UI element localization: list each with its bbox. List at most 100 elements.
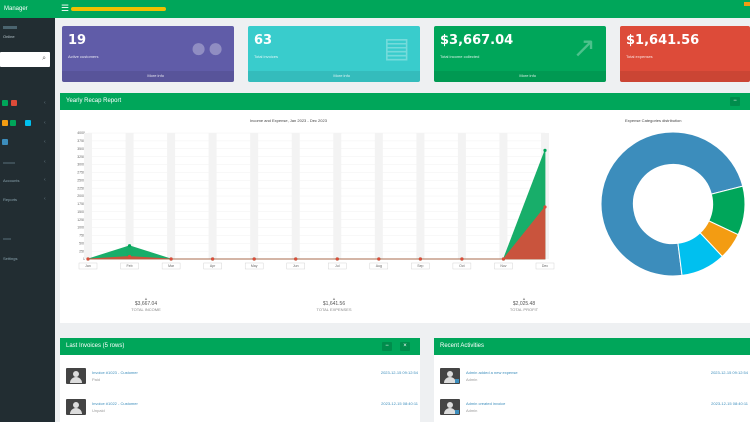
caret-up-icon: ▲ bbox=[144, 296, 148, 301]
card-value: $1,641.56 bbox=[626, 33, 700, 48]
x-tick-label: Nov bbox=[500, 264, 506, 268]
sidebar-item-accounts[interactable]: Accounts bbox=[3, 178, 20, 183]
data-point bbox=[543, 148, 547, 152]
x-tick-box bbox=[161, 262, 181, 270]
chevron-left-icon[interactable]: ‹ bbox=[44, 100, 46, 106]
x-tick-label: Jun bbox=[293, 264, 299, 268]
y-tick-label: 3000 bbox=[77, 163, 85, 167]
y-tick-label: 4000 bbox=[77, 131, 85, 135]
data-point bbox=[127, 244, 132, 248]
sidebar-item-reports[interactable]: Reports bbox=[3, 197, 18, 202]
x-tick-box bbox=[535, 262, 555, 270]
x-tick-label: Dec bbox=[542, 264, 548, 268]
caret-up-icon: ▲ bbox=[522, 296, 526, 301]
list-item-title[interactable]: Invoice #1022 - Customer bbox=[92, 401, 138, 406]
menu-icon[interactable]: ☰ bbox=[61, 3, 70, 13]
data-point bbox=[501, 257, 506, 261]
data-point bbox=[418, 257, 422, 261]
avatar bbox=[66, 399, 86, 415]
card-footer[interactable] bbox=[248, 71, 420, 82]
menu-badge-blue bbox=[2, 139, 8, 145]
sidebar: Manager Online ⌕ ‹ ‹ ‹ ‹ Accounts ‹ Repo… bbox=[0, 0, 55, 422]
chevron-left-icon[interactable]: ‹ bbox=[44, 139, 46, 145]
panel-title: Yearly Recap Report bbox=[60, 93, 750, 110]
sidebar-search-input[interactable]: ⌕ bbox=[0, 52, 50, 67]
collapse-button[interactable]: − bbox=[730, 97, 740, 106]
card-label: Active customers bbox=[68, 54, 99, 59]
x-tick-box bbox=[286, 262, 305, 270]
card-more-link[interactable]: More info bbox=[333, 73, 350, 78]
card-customers: 19 Active customers ●● More info bbox=[62, 26, 234, 82]
data-point bbox=[252, 257, 256, 261]
list-item-title[interactable]: Admin created invoice bbox=[466, 401, 506, 406]
data-point bbox=[377, 257, 381, 261]
y-tick-label: 3250 bbox=[77, 155, 85, 159]
list-item-subtitle: Paid bbox=[92, 377, 101, 382]
line-chart-title: Income and Expense, Jan 2023 - Dec 2023 bbox=[250, 118, 327, 123]
chevron-left-icon[interactable]: ‹ bbox=[44, 120, 46, 126]
search-icon[interactable]: ⌕ bbox=[42, 55, 46, 62]
card-expenses: $1,641.56 Total expenses bbox=[620, 26, 750, 82]
list-item[interactable]: Invoice #1023 - Customer Paid 2023-12-15… bbox=[66, 368, 418, 386]
y-tick-label: 750 bbox=[79, 234, 85, 238]
data-point bbox=[460, 257, 464, 261]
y-tick-label: 2500 bbox=[77, 178, 85, 182]
list-item-title[interactable]: Invoice #1023 - Customer bbox=[92, 370, 138, 375]
x-tick-label: May bbox=[251, 264, 258, 268]
x-tick-label: Jul bbox=[335, 264, 340, 268]
x-tick-box bbox=[244, 262, 264, 270]
user-status: Online bbox=[3, 34, 15, 39]
list-item-title[interactable]: Admin added a new expense bbox=[466, 370, 518, 375]
list-item[interactable]: Admin created invoice Admin 2023-12-15 0… bbox=[440, 399, 748, 417]
income-expense-area-chart: 0 250 500 750 1000 1250 1500 1750 2000 2250 2500 27… bbox=[77, 131, 555, 270]
list-item-subtitle: Admin bbox=[466, 408, 478, 413]
chevron-left-icon[interactable]: ‹ bbox=[44, 177, 46, 183]
card-more-link[interactable]: More info bbox=[147, 73, 164, 78]
donut-slice bbox=[600, 131, 744, 277]
list-item-date: 2023-12-15 09:12:54 bbox=[380, 370, 418, 375]
x-tick-box bbox=[411, 262, 430, 270]
x-tick-label: Apr bbox=[210, 264, 216, 268]
card-label: Total invoices bbox=[254, 54, 279, 59]
series-area-income bbox=[87, 150, 546, 260]
brand-logo[interactable]: Manager bbox=[0, 0, 55, 18]
data-point bbox=[335, 257, 339, 261]
stat-total-income: ▲ $3,667.04 TOTAL INCOME bbox=[126, 296, 166, 312]
data-point bbox=[294, 257, 298, 261]
chevron-left-icon[interactable]: ‹ bbox=[44, 159, 46, 165]
sidebar-item-placeholder[interactable] bbox=[3, 162, 15, 164]
card-invoices: 63 Total invoices ▤ More info bbox=[248, 26, 420, 82]
y-tick-label: 500 bbox=[79, 241, 85, 245]
collapse-button[interactable]: − bbox=[382, 342, 392, 351]
card-footer[interactable] bbox=[62, 71, 234, 82]
y-tick-label: 3500 bbox=[77, 147, 85, 151]
list-item[interactable]: Admin added a new expense Admin 2023-12-… bbox=[440, 368, 748, 386]
sidebar-item-settings[interactable]: Settings bbox=[3, 256, 18, 261]
card-footer[interactable] bbox=[434, 71, 606, 82]
notification-badge[interactable] bbox=[744, 2, 750, 6]
y-tick-label: 2250 bbox=[77, 186, 85, 190]
card-value: 19 bbox=[68, 33, 87, 48]
stat-total-expenses: ▲ $1,641.56 TOTAL EXPENSES bbox=[314, 296, 354, 312]
chart-line-icon: ↗ bbox=[572, 32, 596, 63]
expense-donut-chart bbox=[600, 131, 746, 277]
sidebar-item-placeholder[interactable] bbox=[3, 238, 11, 240]
card-footer[interactable] bbox=[620, 71, 750, 82]
close-button[interactable]: × bbox=[400, 342, 410, 351]
card-more-link[interactable]: More info bbox=[519, 73, 536, 78]
list-item[interactable]: Invoice #1022 - Customer Unpaid 2023-12-… bbox=[66, 399, 418, 417]
y-tick-label: 1500 bbox=[77, 210, 85, 214]
x-tick-label: Sep bbox=[417, 264, 423, 268]
x-tick-label: Jan bbox=[85, 264, 91, 268]
y-tick-label: 0 bbox=[83, 257, 85, 261]
card-value: 63 bbox=[254, 33, 273, 48]
stat-label: TOTAL INCOME bbox=[131, 307, 161, 312]
data-point bbox=[211, 257, 215, 261]
card-label: Total income collected bbox=[440, 54, 480, 59]
chevron-left-icon[interactable]: ‹ bbox=[44, 196, 46, 202]
data-point bbox=[127, 254, 132, 259]
data-point bbox=[86, 257, 90, 261]
card-label: Total expenses bbox=[626, 54, 653, 59]
stat-label: TOTAL PROFIT bbox=[509, 307, 539, 312]
y-tick-label: 1750 bbox=[77, 202, 85, 206]
